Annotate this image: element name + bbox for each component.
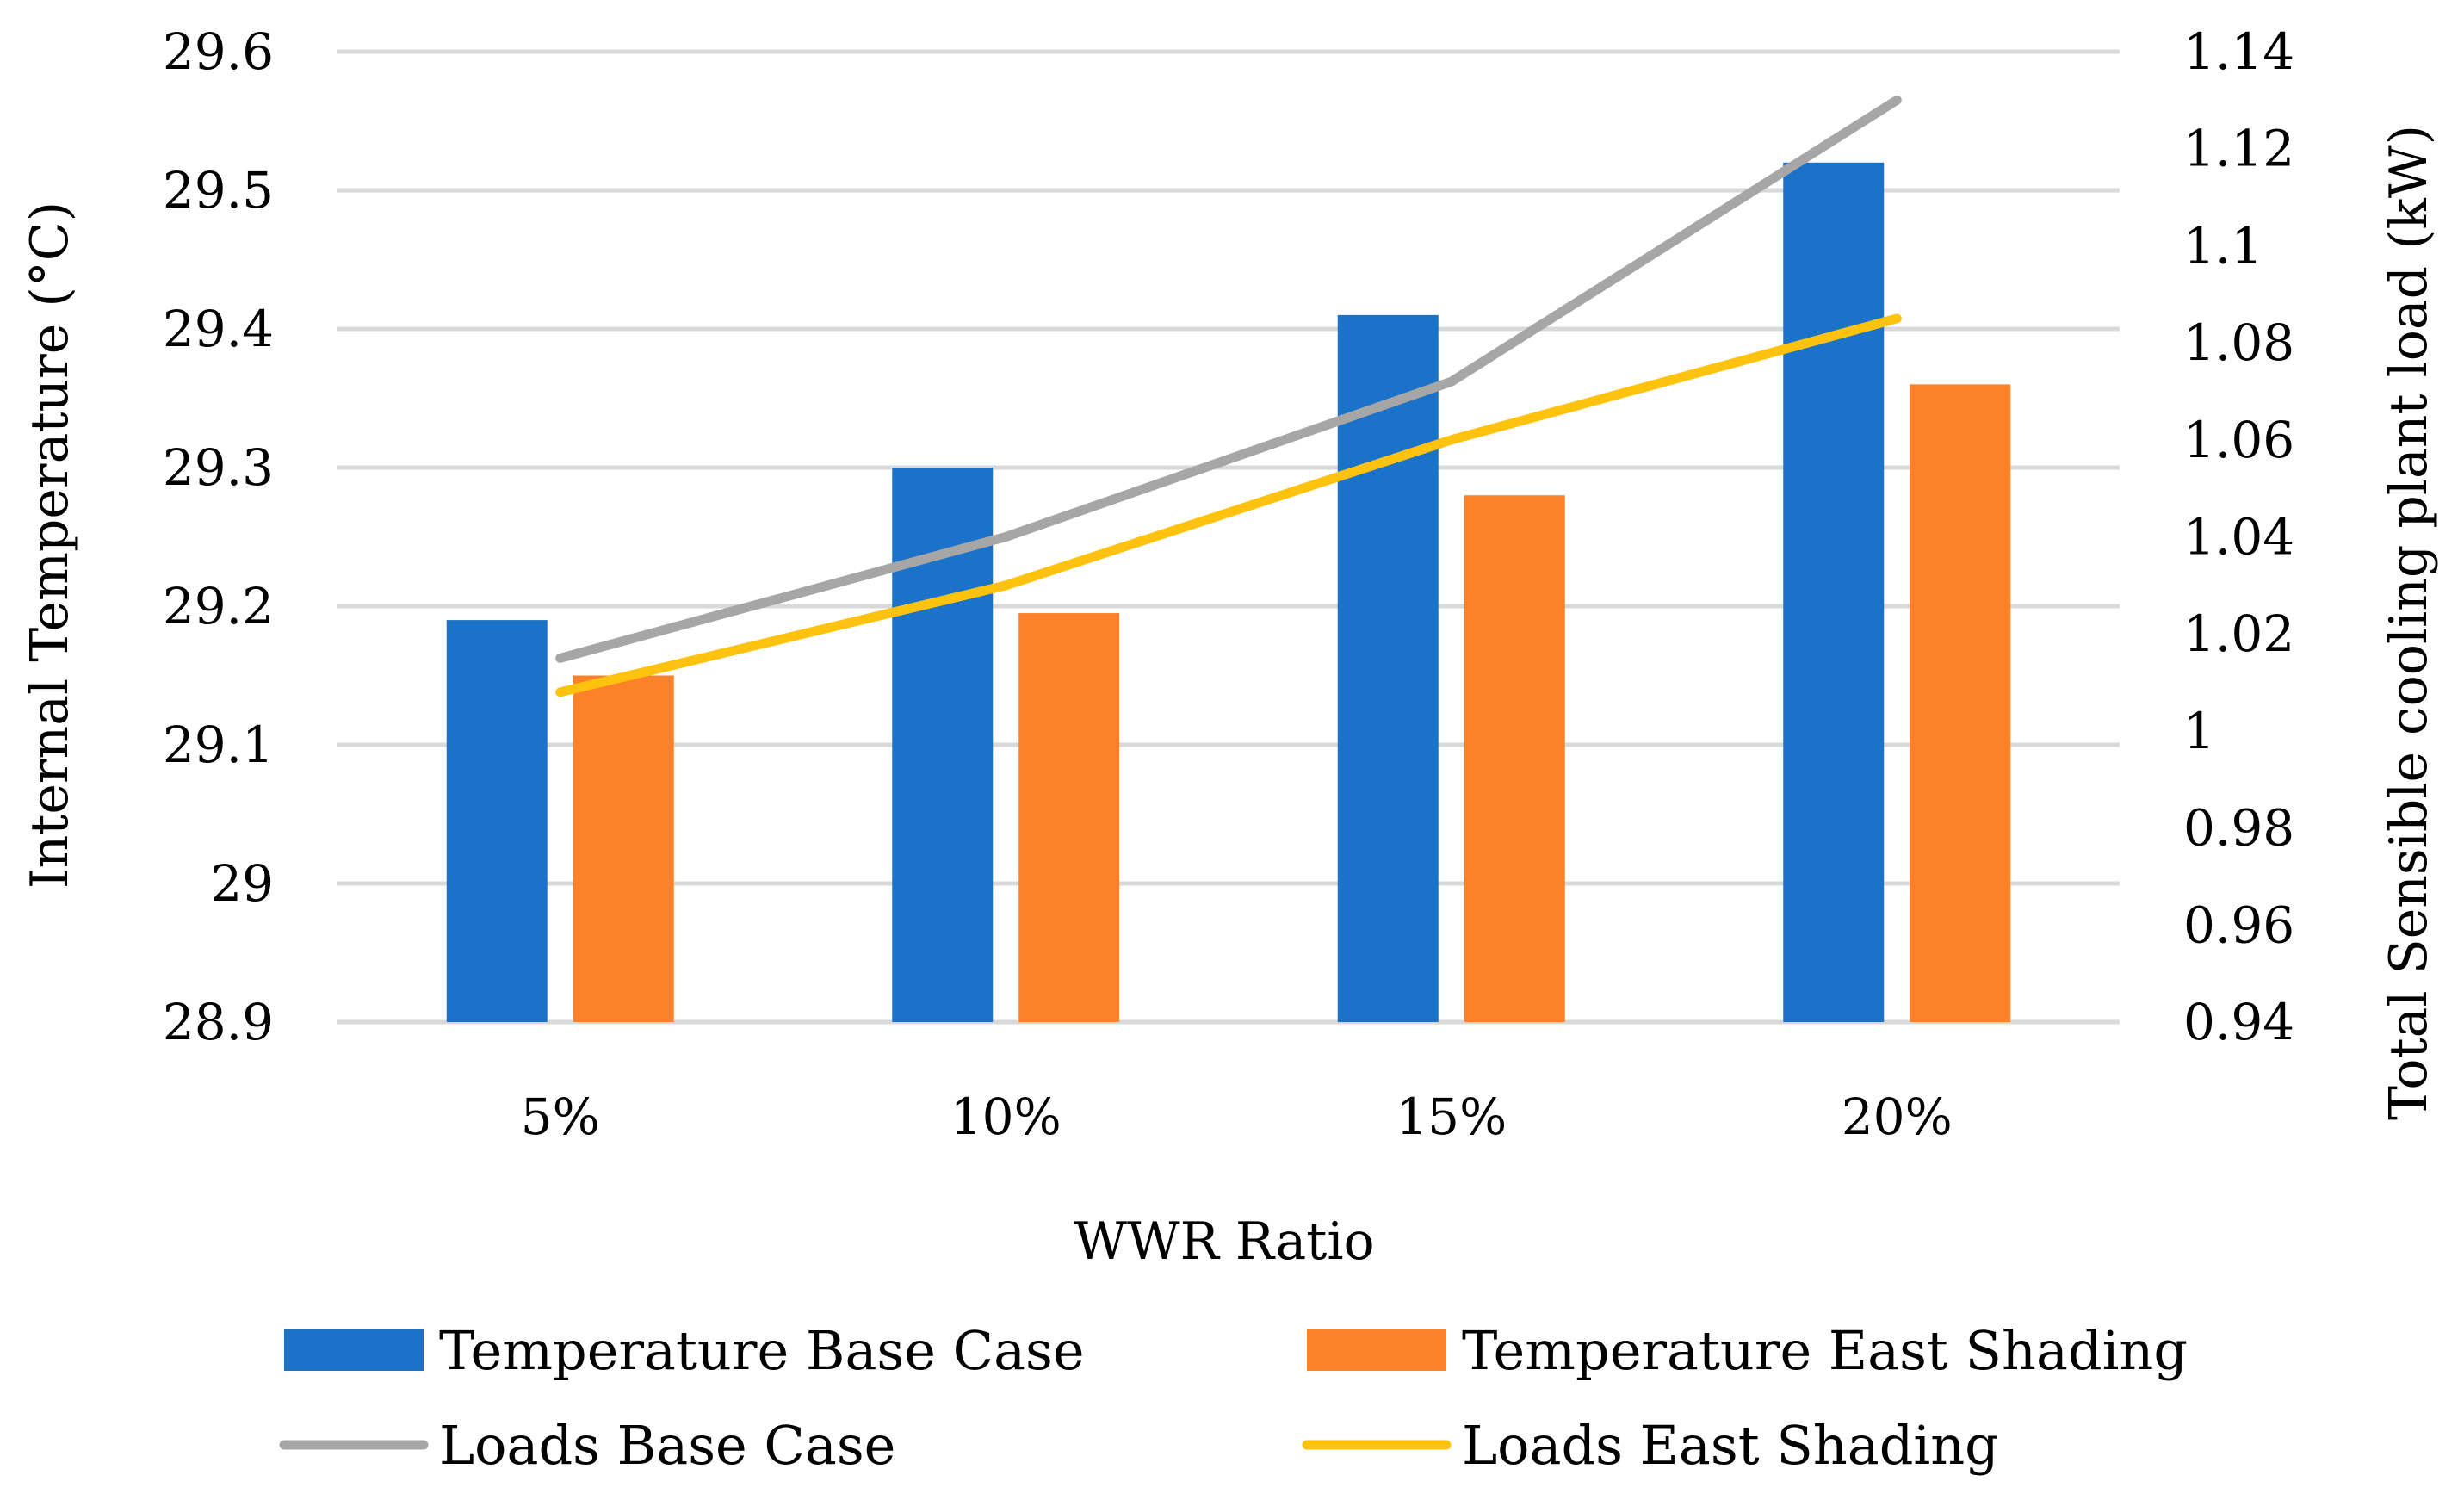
line-series-1 [555,313,1902,697]
bar-0-0 [446,620,548,1022]
bar-1-2 [1464,495,1565,1022]
y2-tick-label: 1.14 [2183,22,2294,81]
y2-axis-title: Total Sensible cooling plant load (kW) [2379,125,2439,1120]
legend-label-3: Loads East Shading [1462,1414,1999,1477]
line-series-0 [555,95,1902,663]
legend: Temperature Base Case Temperature East Sh… [279,1319,2188,1477]
lines [555,95,1902,697]
x-axis-title: WWR Ratio [1074,1212,1374,1272]
y2-tick-label: 1.12 [2183,120,2294,178]
bars [446,162,2011,1023]
x-axis-ticks: 5% 10% 15% 20% [521,1088,1953,1146]
y-axis-title: Internal Temperature (°C) [20,201,80,889]
bar-0-3 [1783,162,1885,1023]
y-tick-label: 28.9 [163,993,274,1051]
x-tick-label: 10% [950,1088,1062,1146]
legend-label-2: Loads Base Case [439,1414,895,1477]
y-tick-label: 29.3 [163,438,274,497]
y2-tick-label: 0.98 [2183,799,2294,858]
y-tick-label: 29.1 [163,716,274,774]
y-tick-label: 29 [210,854,274,913]
bar-1-1 [1018,613,1120,1022]
y-axis-ticks: 28.9 29 29.1 29.2 29.3 29.4 29.5 29.6 [163,22,274,1051]
y-tick-label: 29.4 [163,300,274,358]
x-tick-label: 15% [1396,1088,1507,1146]
y-tick-label: 29.5 [163,161,274,220]
y2-tick-label: 1.1 [2183,216,2263,275]
y-tick-label: 29.6 [163,22,274,81]
y-tick-label: 29.2 [163,577,274,635]
y2-tick-label: 0.94 [2183,993,2294,1051]
bar-0-2 [1337,314,1439,1022]
bar-1-3 [1910,384,2011,1022]
y2-axis-ticks: 0.94 0.96 0.98 1 1.02 1.04 1.06 1.08 1.1 1.12 1.14 [2183,22,2294,1051]
legend-label-1: Temperature East Shading [1462,1319,2188,1382]
legend-swatch-1 [1307,1329,1446,1371]
y2-tick-label: 1.04 [2183,508,2294,567]
y2-tick-label: 0.96 [2183,896,2294,954]
y2-tick-label: 1.08 [2183,313,2294,372]
legend-swatch-0 [284,1329,424,1371]
y2-tick-label: 1.02 [2183,604,2294,663]
legend-label-0: Temperature Base Case [439,1319,1085,1382]
bar-1-0 [573,675,674,1022]
y2-tick-label: 1.06 [2183,411,2294,469]
x-tick-label: 5% [521,1088,600,1146]
x-tick-label: 20% [1842,1088,1953,1146]
y2-tick-label: 1 [2183,702,2215,760]
